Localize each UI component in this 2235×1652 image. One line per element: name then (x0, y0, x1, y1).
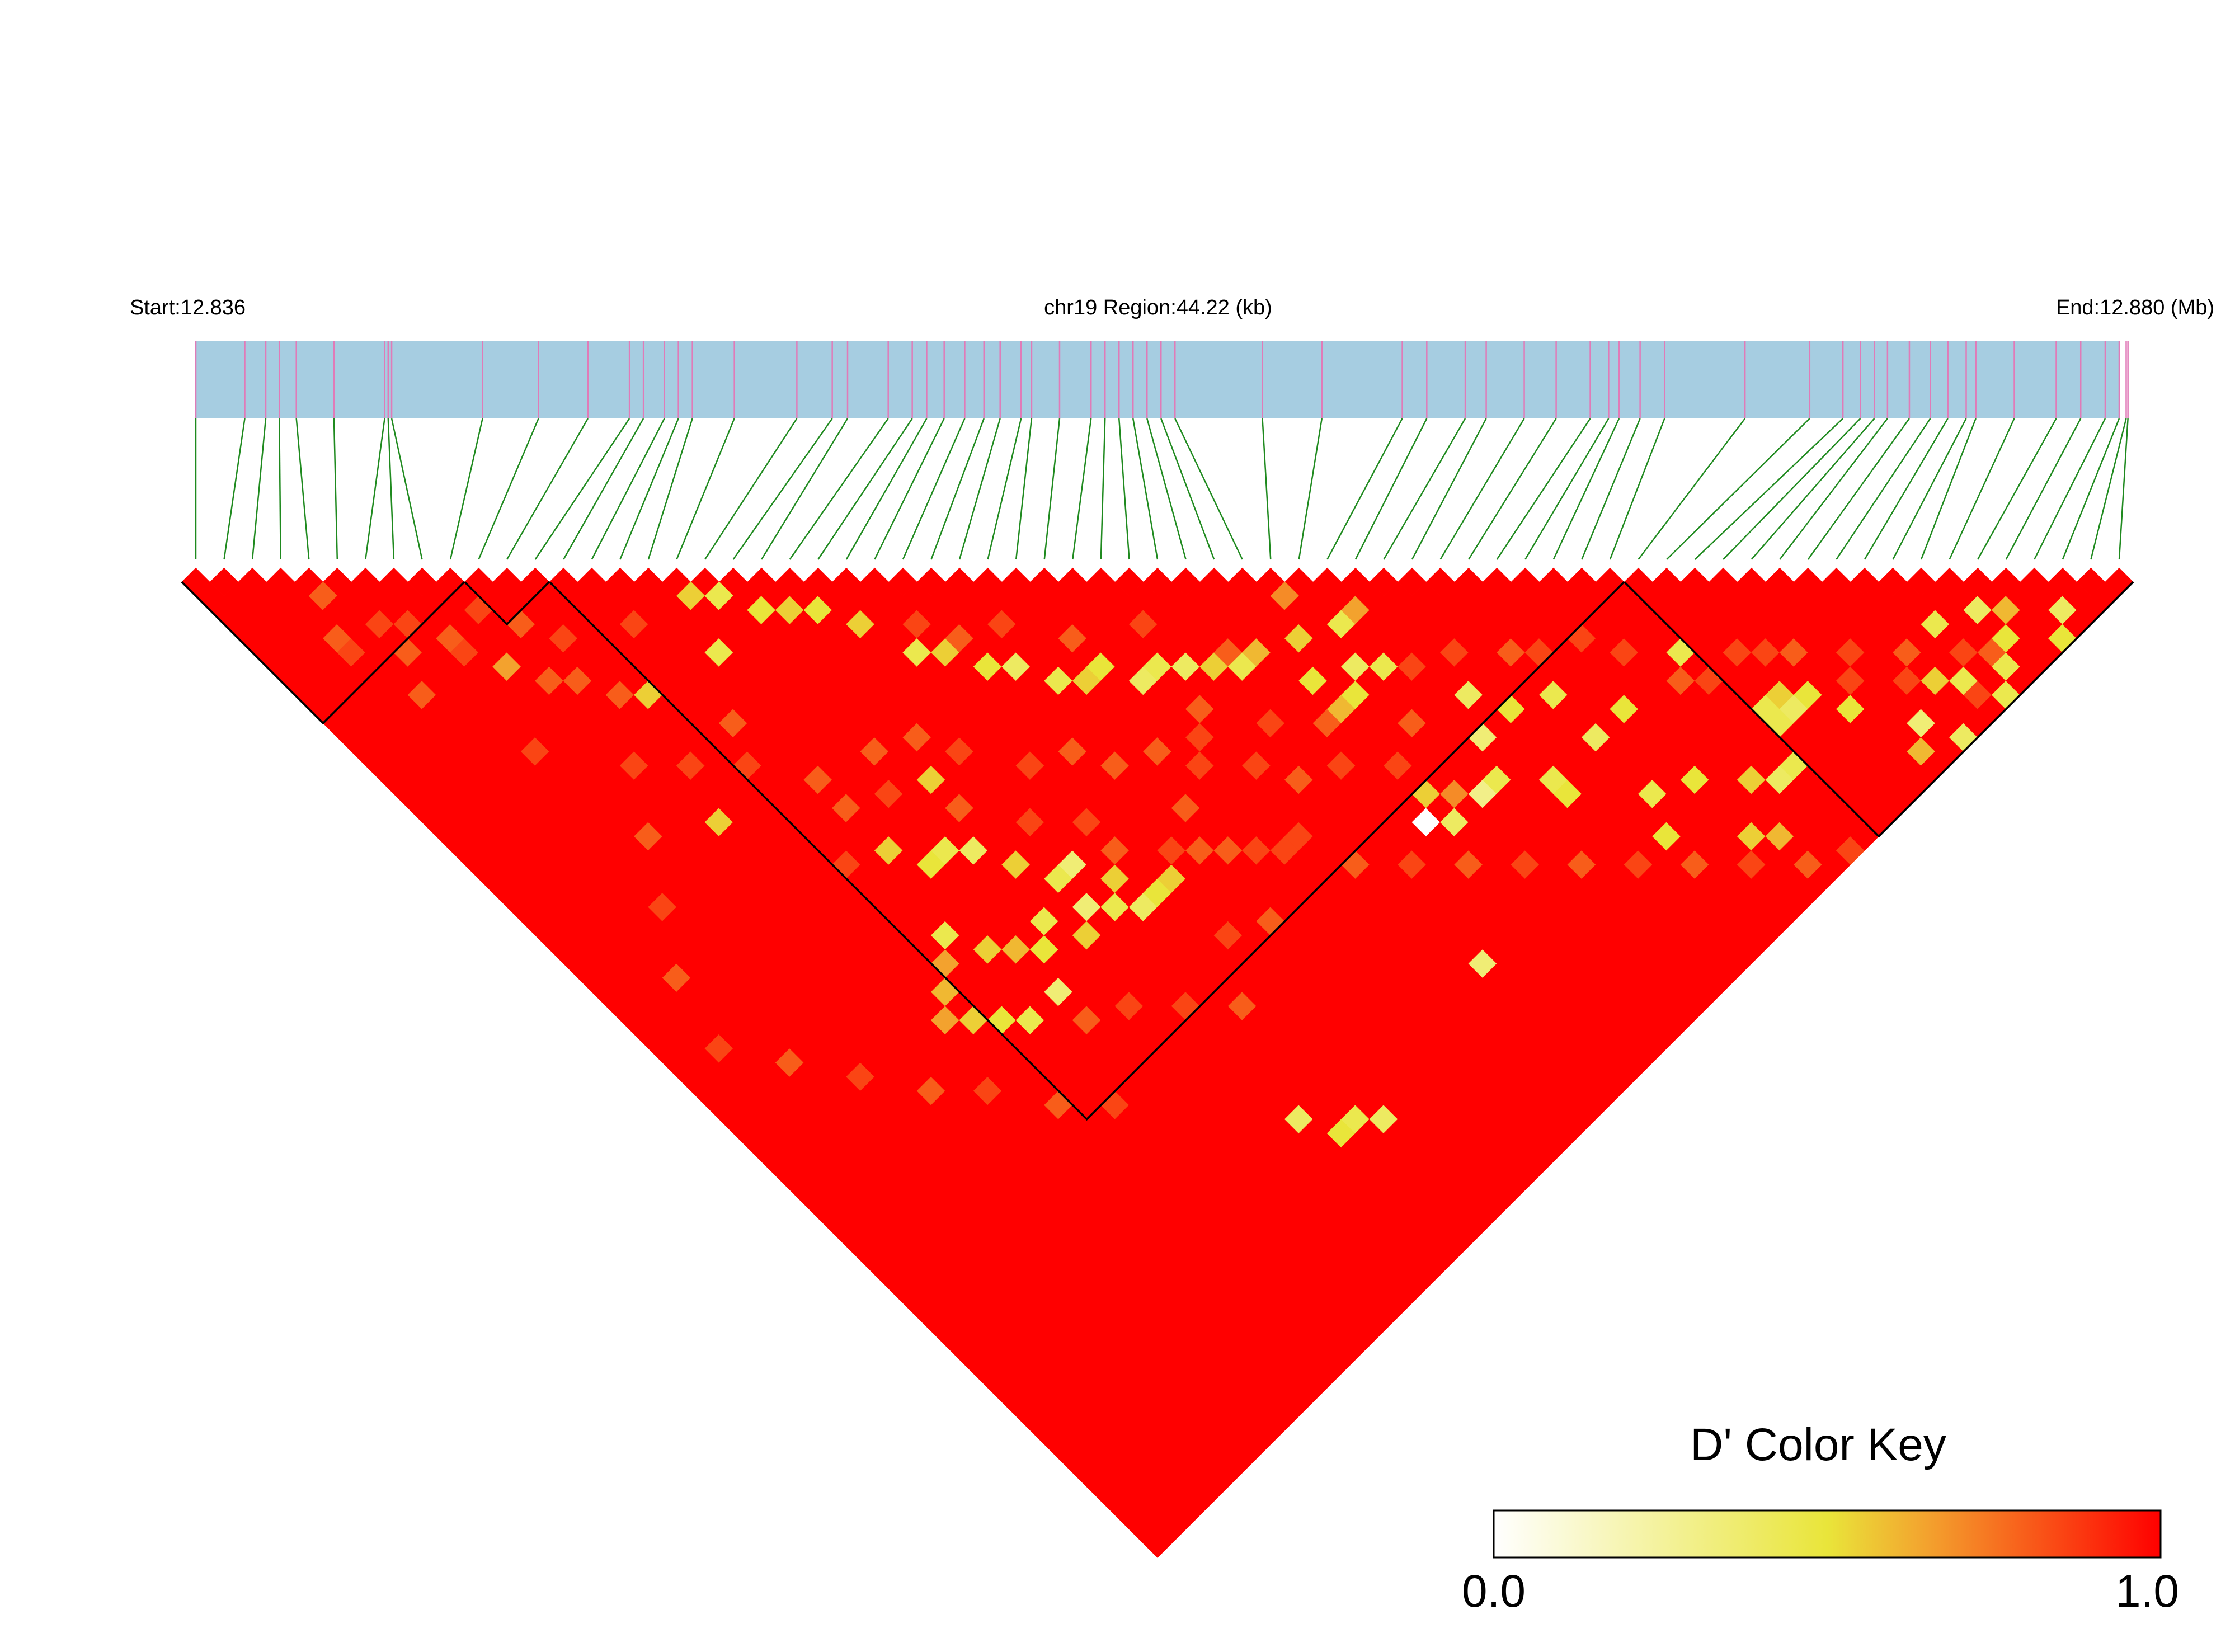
snp-connector (1609, 418, 1665, 560)
snp-connector (1298, 418, 1323, 560)
snp-connector (817, 418, 913, 560)
snp-connector (732, 418, 833, 560)
start-label: Start:12.836 (130, 296, 246, 319)
snp-connector (987, 418, 1022, 560)
snp-connector (761, 418, 849, 560)
snp-connector (1043, 418, 1061, 560)
snp-connector (2005, 418, 2082, 560)
snp-connector (506, 418, 589, 560)
snp-connector (704, 418, 798, 560)
snp-connector (1118, 418, 1130, 560)
snp-connector (2090, 418, 2127, 560)
snp-connector (2062, 418, 2120, 560)
snp-connector (1072, 418, 1092, 560)
snp-connector (2118, 418, 2129, 560)
region-bar (196, 341, 2119, 418)
snp-connector (449, 418, 483, 560)
color-key-min-label: 0.0 (1462, 1566, 1526, 1617)
snp-connector (1524, 418, 1610, 560)
snp-connector (1779, 418, 1888, 560)
snp-connector (1751, 418, 1875, 560)
snp-connector (1723, 418, 1861, 560)
snp-connector (390, 418, 423, 560)
snp-connector (845, 418, 928, 560)
snp-connector (930, 418, 985, 560)
ld-cells (195, 581, 2120, 1558)
haplotype-block-outline (548, 581, 1625, 1121)
snp-connector-lines (195, 418, 2129, 560)
end-label: End:12.880 (Mb) (2056, 296, 2214, 319)
snp-connector (1015, 418, 1033, 560)
snp-connector (1836, 418, 1931, 560)
snp-connector (958, 418, 1001, 560)
snp-connector (1496, 418, 1591, 560)
snp-connector (874, 418, 945, 560)
snp-connector (2034, 418, 2106, 560)
snp-connector (1174, 418, 1243, 560)
snp-connector (1807, 418, 1910, 560)
snp-connector (902, 418, 966, 560)
color-key-bar (1493, 1509, 2162, 1559)
snp-connector (619, 418, 679, 560)
snp-connector (1666, 418, 1810, 560)
snp-connector (1468, 418, 1557, 560)
snp-connector (676, 418, 735, 560)
snp-connector (789, 418, 889, 560)
snp-connector (1977, 418, 2057, 560)
snp-connector (1160, 418, 1215, 560)
snp-connector (478, 418, 539, 560)
snp-connector (1411, 418, 1487, 560)
snp-connector (1892, 418, 1967, 560)
snp-connector (333, 418, 338, 560)
snp-connector (365, 418, 385, 560)
snp-connector (1920, 418, 1977, 560)
snp-connector (1146, 418, 1187, 560)
snp-connector (295, 418, 310, 560)
haplotype-block-outline (181, 581, 465, 725)
snp-connector (534, 418, 630, 560)
snp-connector (1262, 418, 1272, 560)
snp-tick-marks (195, 341, 2129, 418)
haplotype-block-outline (1623, 581, 2134, 838)
snp-connector (563, 418, 644, 560)
snp-connector (1354, 418, 1428, 560)
haplotype-blocks (181, 581, 2134, 1121)
snp-connector (1326, 418, 1403, 560)
color-key-max-label: 1.0 (2115, 1566, 2179, 1617)
snp-connector (1694, 418, 1844, 560)
snp-connector (1132, 418, 1159, 560)
snp-connector (251, 418, 267, 560)
color-key-title: D' Color Key (1690, 1419, 1946, 1470)
snp-connector (278, 418, 281, 560)
snp-connector (1552, 418, 1620, 560)
snp-connector (1439, 418, 1525, 560)
snp-connector (1949, 418, 2015, 560)
snp-connector (1864, 418, 1949, 560)
snp-connector (223, 418, 246, 560)
snp-connector (387, 418, 395, 560)
snp-connector (1581, 418, 1641, 560)
snp-connector (591, 418, 665, 560)
snp-connector (647, 418, 693, 560)
haplotype-block-outline (464, 581, 550, 626)
region-label: chr19 Region:44.22 (kb) (1044, 296, 1272, 319)
snp-connector (1383, 418, 1466, 560)
snp-connector (1638, 418, 1746, 560)
snp-connector (1100, 418, 1106, 560)
